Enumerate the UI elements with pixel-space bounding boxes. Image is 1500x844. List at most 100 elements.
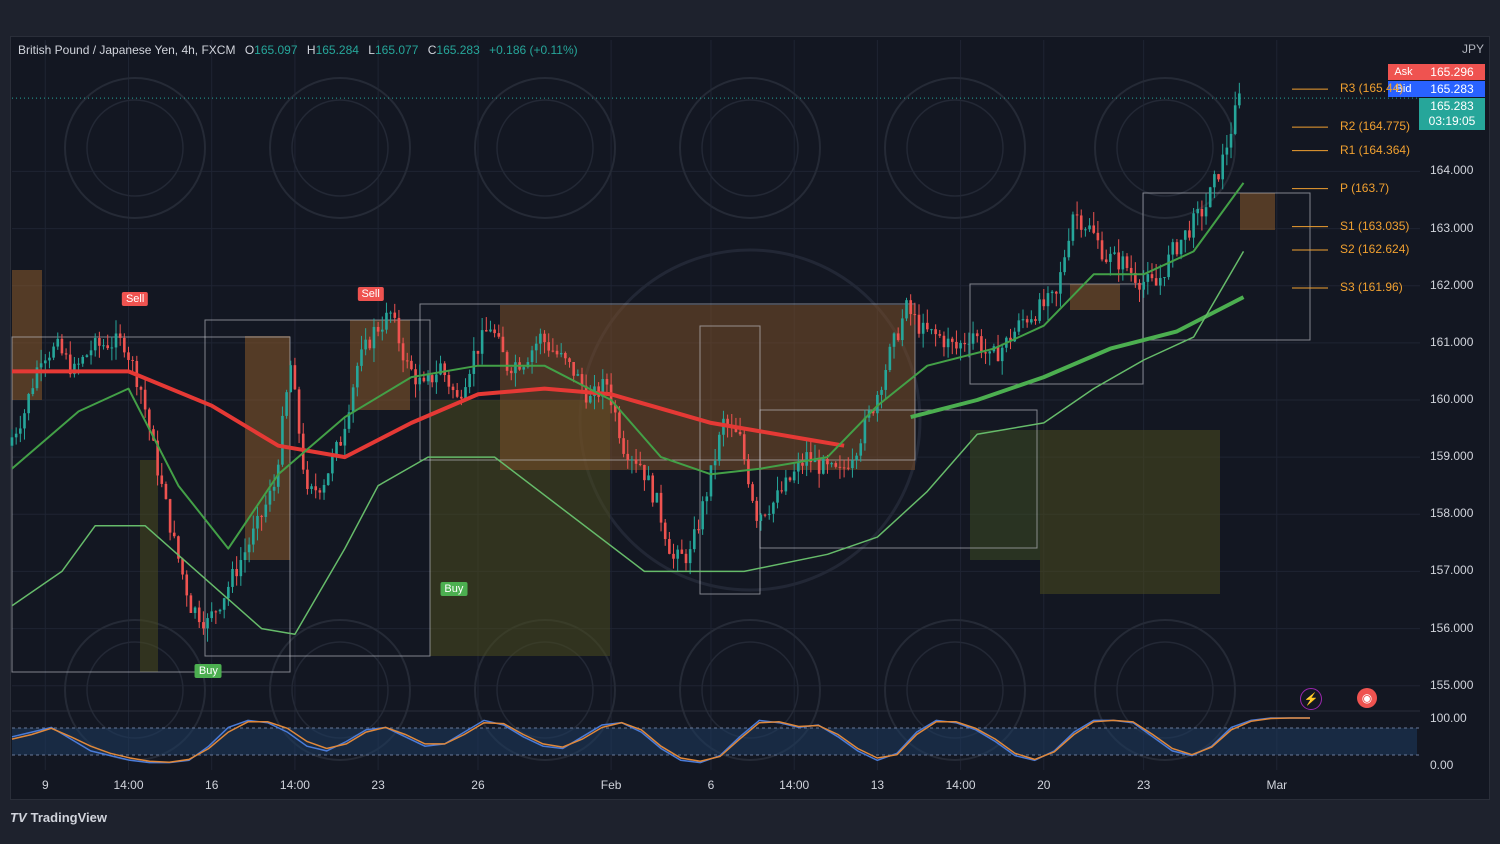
sell-signal[interactable]: Sell [121, 292, 149, 306]
candle-body [767, 513, 771, 516]
candle-body [335, 441, 338, 456]
candle-body [876, 394, 879, 414]
candle-body [622, 438, 625, 454]
sell-signal[interactable]: Sell [357, 287, 384, 301]
pivot-label: P (163.7) [1340, 180, 1390, 195]
x-tick-label: 26 [471, 778, 485, 792]
candle-body [339, 441, 342, 446]
candle-body [289, 365, 293, 393]
candle-body [705, 496, 709, 502]
candle-body [605, 379, 609, 385]
pivot-label: R3 (165.44) [1340, 81, 1404, 96]
candle-body [152, 429, 155, 441]
open-label: O [244, 43, 255, 57]
range-box [11, 336, 291, 673]
x-tick-label: 23 [371, 778, 385, 792]
candle-body [376, 326, 380, 332]
candle-body [547, 342, 551, 351]
range-box [1142, 192, 1311, 341]
oscillator-band [12, 728, 1417, 755]
candle-body [672, 553, 675, 559]
candle-body [360, 349, 363, 366]
candle-body [1084, 229, 1087, 231]
candle-body [98, 338, 101, 346]
candle-body [984, 352, 987, 354]
candle-body [659, 492, 663, 523]
ema_mid-line [11, 182, 1245, 550]
candle-body [1092, 225, 1096, 233]
lightning-icon[interactable]: ⚡ [1300, 688, 1322, 710]
oscillator-pane [11, 710, 1420, 764]
buy-signal[interactable]: Buy [440, 582, 468, 596]
candle-body [1233, 105, 1237, 134]
range-boxes [11, 192, 1311, 673]
candle-body [821, 458, 825, 474]
candle-body [322, 484, 326, 493]
tradingview-logo[interactable]: TV TradingView [10, 810, 107, 825]
candle-body [788, 477, 792, 481]
candle-body [168, 499, 172, 533]
candle-body [892, 333, 896, 347]
bid-label: Bid [1388, 81, 1419, 97]
candle-body [468, 373, 471, 388]
watermark-seal-inner [291, 99, 389, 197]
symbol-title: British Pound / Japanese Yen, 4h, FXCM [18, 43, 236, 57]
candle-body [39, 363, 43, 368]
candle-body [385, 312, 388, 330]
candle-body [1158, 277, 1162, 286]
candle-body [530, 350, 534, 363]
oscillator-line [11, 717, 1310, 763]
close-label: C [427, 43, 437, 57]
candle-body [1154, 278, 1158, 286]
x-tick-label: 14:00 [279, 778, 310, 792]
candle-body [1013, 331, 1016, 342]
x-tick-label: 14:00 [779, 778, 810, 792]
candle-body [938, 334, 942, 336]
candle-body [247, 544, 251, 553]
watermark-seal-inner [496, 99, 594, 197]
x-tick-label: 14:00 [945, 778, 976, 792]
candle-body [643, 464, 646, 481]
candle-body [114, 333, 118, 348]
candle-body [1104, 259, 1108, 262]
candle-body [197, 607, 201, 623]
candle-body [252, 528, 255, 545]
candle-body [77, 363, 80, 365]
candle-body [805, 452, 808, 466]
open-value: 165.097 [254, 43, 298, 57]
range-box [204, 319, 431, 657]
candle-body [14, 433, 18, 438]
watermark-seal [269, 619, 411, 761]
candle-body [909, 300, 912, 315]
candle-body [817, 458, 821, 474]
candle-body [851, 460, 854, 469]
candle-body [709, 465, 713, 497]
watermark-seal-inner [1116, 641, 1214, 739]
candle-body [210, 611, 214, 619]
candle-body [85, 355, 89, 357]
candle-body [435, 374, 438, 383]
candle-body [738, 431, 742, 435]
candle-body [497, 333, 501, 337]
candle-body [1192, 213, 1195, 238]
candle-body [27, 393, 30, 414]
change-value: +0.186 (+0.11%) [489, 43, 578, 57]
candle-body [634, 459, 638, 464]
y-tick-label: 155.000 [1430, 677, 1474, 692]
candle-body [326, 473, 330, 485]
candle-body [613, 405, 617, 413]
ema_slow_bull-line [910, 295, 1245, 420]
candle-body [1183, 230, 1187, 240]
candle-body [177, 536, 180, 559]
candle-body [772, 502, 775, 514]
candle-body [476, 350, 480, 354]
candle-body [580, 374, 584, 386]
candle-body [1030, 319, 1033, 323]
buy-signal[interactable]: Buy [194, 664, 222, 678]
record-icon[interactable]: ◉ [1357, 688, 1377, 708]
watermark-seal-inner [906, 641, 1004, 739]
candle-body [668, 539, 671, 554]
candle-body [963, 342, 967, 345]
candle-body [763, 514, 767, 516]
